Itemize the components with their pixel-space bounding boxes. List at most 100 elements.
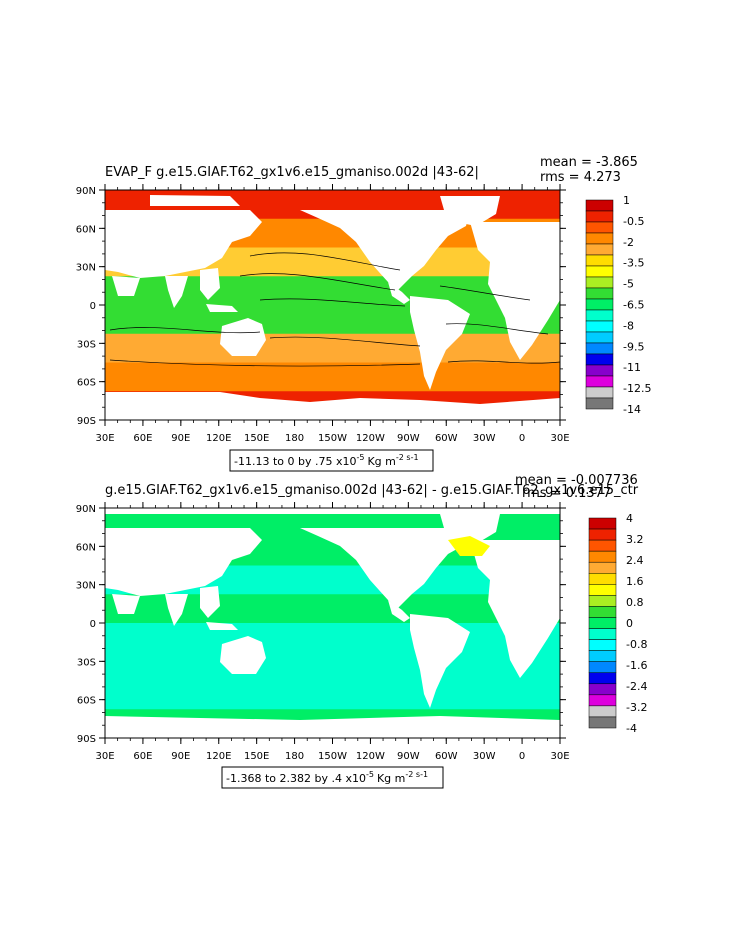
legend-swatch [585, 265, 614, 278]
legend-swatch [585, 342, 614, 355]
legend-swatch [585, 309, 614, 322]
panel-bottom-map [105, 508, 560, 738]
legend-label: -2 [623, 236, 634, 249]
legend-label: -4 [626, 722, 637, 735]
lon-label: 120W [356, 751, 385, 762]
lon-label: 60E [133, 751, 152, 762]
panel-bottom-contour-info: -1.368 to 2.382 by .4 x10-5 Kg m-2 s-1 [221, 766, 444, 789]
legend-swatch [588, 528, 617, 541]
panel-bottom-legend: 4 3.2 2.4 1.6 0.8 0 -0.8 -1.6 -2.4 -3.2 -4 [588, 512, 647, 735]
panel-bottom-axes: 90N 60N 30N 0 30S 60S 90S 30E 60E 90E 120E 150E 180 1… [76, 502, 570, 762]
legend-label: -9.5 [623, 340, 644, 353]
lon-label: 30E [95, 751, 114, 762]
legend-swatch [585, 232, 614, 245]
panel-top-rms: rms = 4.273 [540, 170, 621, 185]
lon-label: 120E [206, 433, 231, 444]
lat-label: 60N [76, 224, 96, 235]
panel-top-land [105, 195, 560, 420]
legend-label: 0.8 [626, 596, 644, 609]
legend-label: -0.5 [623, 215, 644, 228]
legend-swatch [585, 287, 614, 300]
legend-swatch [588, 661, 617, 673]
lon-label: 180 [285, 751, 304, 762]
legend-label: 1 [623, 194, 630, 207]
legend-label: 3.2 [626, 533, 644, 546]
legend-swatch [588, 561, 617, 574]
lat-label: 0 [90, 619, 96, 630]
legend-swatch [588, 573, 617, 585]
lat-label: 30S [77, 657, 96, 668]
legend-swatch [588, 650, 617, 662]
legend-swatch [585, 254, 614, 267]
legend-swatch [588, 606, 617, 618]
legend-swatch [588, 595, 617, 607]
lon-label: 60E [133, 433, 152, 444]
lon-label: 150E [244, 433, 269, 444]
legend-swatch [585, 243, 614, 256]
panel-top-title: EVAP_F g.e15.GIAF.T62_gx1v6.e15_gmaniso.… [105, 165, 479, 180]
legend-label: -3.5 [623, 257, 644, 270]
legend-swatch [585, 320, 614, 333]
legend-label: -2.4 [626, 680, 647, 693]
legend-swatch [588, 672, 617, 685]
legend-label: 2.4 [626, 554, 644, 567]
ocean-band [105, 362, 560, 392]
lon-label: 90W [397, 751, 420, 762]
ocean-band [105, 305, 560, 335]
legend-label: -3.2 [626, 701, 647, 714]
panel-bottom-mean: mean = -0.007736 [515, 473, 638, 488]
legend-swatch [588, 517, 617, 530]
legend-swatch [588, 705, 617, 718]
panel-bottom-rms: rms = 0.1377 [522, 486, 611, 501]
lon-label: 90W [397, 433, 420, 444]
lon-label: 120W [356, 433, 385, 444]
lat-label: 60S [77, 696, 96, 707]
lon-label: 150W [318, 751, 347, 762]
panel-bottom: g.e15.GIAF.T62_gx1v6.e15_gmaniso.002d |4… [76, 473, 647, 789]
panel-top-axes: 90N 60N 30N 0 30S 60S 90S 30E 60E 90E 120E 150E 180 1… [76, 184, 570, 444]
lon-label: 30E [550, 433, 569, 444]
legend-swatch [588, 617, 617, 629]
lat-label: 30N [76, 581, 96, 592]
lat-label: 60N [76, 542, 96, 553]
ocean-band [105, 623, 560, 653]
lat-label: 90N [76, 504, 96, 515]
lon-label: 30W [473, 751, 496, 762]
panel-bottom-anomaly-patch [448, 536, 490, 556]
legend-swatch [585, 331, 614, 344]
lon-label: 90E [171, 751, 190, 762]
legend-swatch [588, 694, 617, 707]
panel-top: EVAP_F g.e15.GIAF.T62_gx1v6.e15_gmaniso.… [76, 155, 651, 472]
lon-label: 90E [171, 433, 190, 444]
svg-text:-11.13 to 0 by .75 x10-5Kg m-2: -11.13 to 0 by .75 x10-5 Kg m-2 s-1 [234, 453, 419, 468]
legend-swatch [588, 584, 617, 596]
lon-label: 150E [244, 751, 269, 762]
legend-swatch [585, 221, 614, 234]
legend-swatch [585, 276, 614, 289]
lon-label: 60W [435, 433, 458, 444]
lon-label: 180 [285, 433, 304, 444]
lat-label: 0 [90, 301, 96, 312]
legend-label: -0.8 [626, 638, 647, 651]
legend-swatch [585, 375, 614, 388]
legend-label: 0 [626, 617, 633, 630]
panel-bottom-title: g.e15.GIAF.T62_gx1v6.e15_gmaniso.002d |4… [105, 483, 639, 498]
legend-swatch [585, 364, 614, 377]
lon-label: 60W [435, 751, 458, 762]
legend-label: -14 [623, 403, 641, 416]
lon-label: 30W [473, 433, 496, 444]
legend-swatch [585, 353, 614, 366]
svg-text:-1.368 to 2.382 by .4 x10-5Kg: -1.368 to 2.382 by .4 x10-5 Kg m-2 s-1 [226, 770, 428, 785]
legend-label: -8 [623, 319, 634, 332]
legend-swatch [588, 716, 617, 729]
legend-swatch [585, 210, 614, 223]
legend-swatch [585, 397, 614, 410]
legend-label: -12.5 [623, 382, 651, 395]
ocean-band [105, 680, 560, 710]
panel-bottom-land [105, 508, 560, 738]
legend-label: -1.6 [626, 659, 647, 672]
legend-label: -6.5 [623, 299, 644, 312]
legend-swatch [588, 628, 617, 640]
panel-top-contours [109, 252, 560, 367]
legend-swatch [588, 639, 617, 651]
